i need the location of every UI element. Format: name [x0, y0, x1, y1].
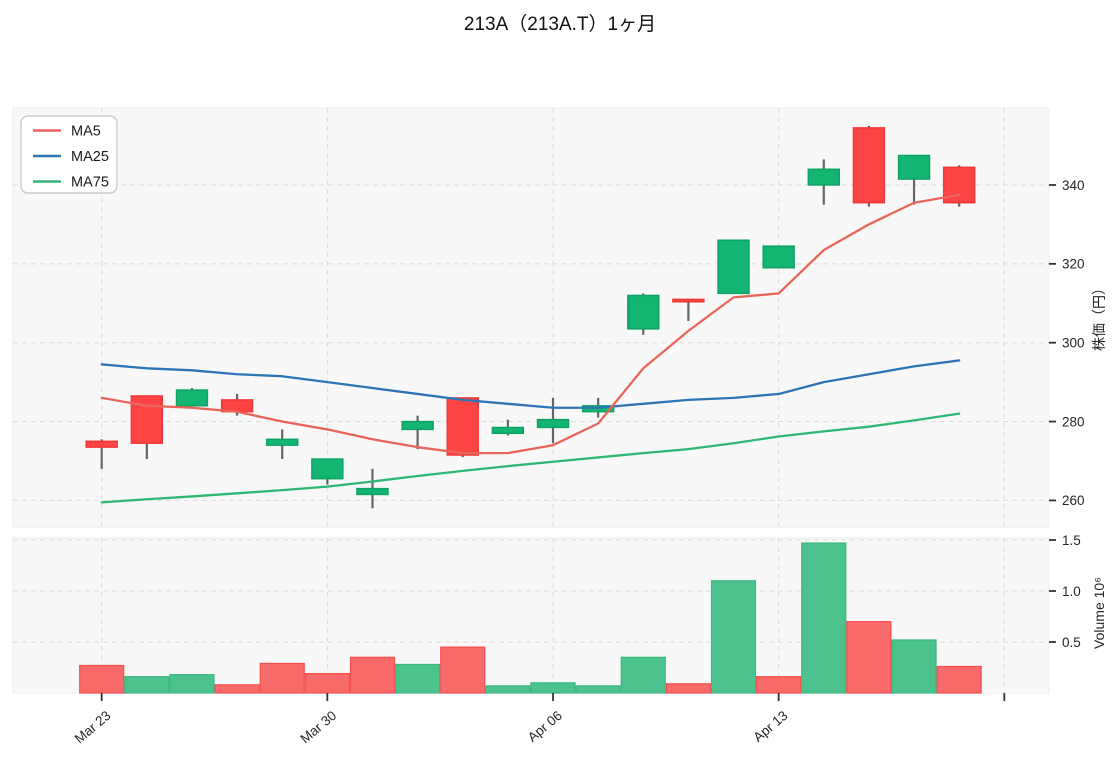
candle-up: [356, 487, 389, 496]
ma5-line: [100, 193, 961, 455]
chart-title: 213A（213A.T）1ヶ月: [464, 13, 656, 35]
x-tick-label: Apr 13: [750, 708, 790, 745]
volume-bar-up: [124, 676, 170, 694]
volume-bar-up: [891, 639, 937, 694]
volume-bar-down: [440, 646, 486, 694]
volume-bar-down: [214, 684, 260, 694]
candle-up: [311, 458, 344, 480]
ma75-line: [100, 412, 961, 504]
candle-up: [762, 245, 795, 269]
candle-up: [627, 294, 660, 330]
price-tick-label: 300: [1062, 336, 1085, 351]
candle-down: [852, 127, 886, 204]
volume-bar-up: [575, 685, 621, 694]
ma5-legend-label: MA5: [71, 124, 101, 140]
x-tick-label: Mar 23: [72, 708, 114, 747]
candle-up: [717, 239, 750, 295]
legend: MA5 MA25 MA75: [20, 115, 118, 194]
price-tick-label: 340: [1062, 178, 1085, 193]
moving-average-lines: [100, 193, 961, 504]
ma25-legend-label: MA25: [71, 149, 109, 165]
price-axis-label: 株価（円）: [1091, 281, 1107, 351]
candle-up: [807, 168, 840, 186]
ma75-legend-label: MA75: [71, 175, 109, 191]
x-tick-label: Apr 06: [525, 708, 565, 745]
volume-tick-label: 1.0: [1062, 584, 1081, 599]
candle-up: [536, 418, 570, 429]
volume-bar-up: [710, 580, 757, 694]
candle-down: [446, 397, 479, 456]
volume-bar-down: [665, 683, 711, 694]
volume-bar-up: [485, 685, 531, 694]
price-tick-label: 260: [1062, 493, 1085, 508]
volume-bar-down: [259, 662, 305, 694]
volume-tick-label: 1.5: [1062, 533, 1081, 548]
candle-up: [175, 389, 209, 407]
volume-bar-down: [756, 676, 802, 694]
volume-bar-up: [801, 542, 847, 694]
price-tick-label: 320: [1062, 257, 1085, 272]
volume-bar-down: [936, 665, 982, 694]
candle-up: [491, 426, 525, 435]
x-tick-label: Mar 30: [297, 708, 339, 747]
volume-bar-up: [169, 674, 215, 694]
candle-down: [85, 440, 118, 448]
candle-up: [897, 154, 931, 180]
volume-tick-label: 0.5: [1062, 635, 1081, 650]
candle-up: [266, 438, 299, 446]
candle-up: [401, 420, 434, 431]
volume-bar-up: [620, 656, 666, 694]
legend-box: [20, 115, 118, 194]
candle-down: [672, 298, 705, 303]
volume-bar-down: [349, 656, 396, 694]
volume-bar-down: [79, 664, 125, 694]
volume-bar-down: [304, 673, 350, 694]
volume-bar-up: [530, 682, 576, 694]
volume-axis-label: Volume 10⁶: [1091, 577, 1107, 649]
volume-bar-up: [395, 663, 441, 694]
gridlines: [13, 108, 1049, 693]
price-tick-label: 280: [1062, 414, 1085, 429]
ma25-line: [100, 359, 961, 409]
volume-bar-down: [846, 620, 892, 694]
volume-bars: [79, 542, 982, 694]
